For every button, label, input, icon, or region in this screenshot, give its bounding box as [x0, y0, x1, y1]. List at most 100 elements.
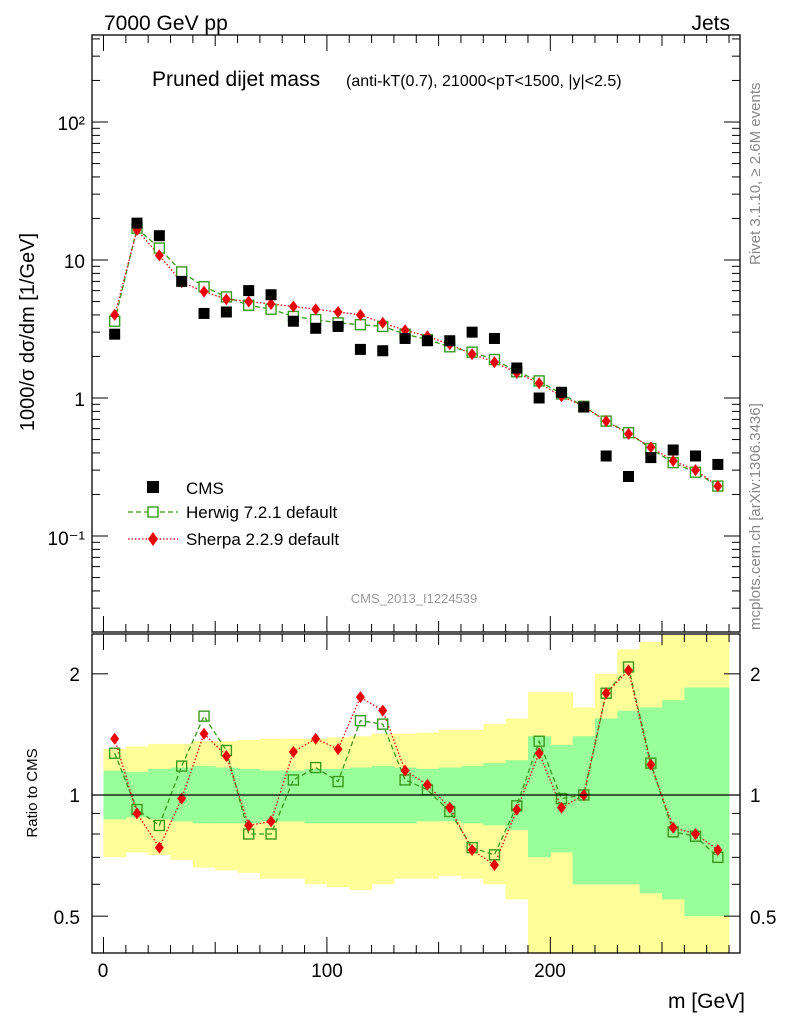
analysis-id: CMS_2013_I1224539 — [351, 591, 478, 606]
herwig-ratio-point — [287, 774, 300, 786]
x-tick-label-200: 200 — [534, 961, 566, 982]
sherpa-ratio-point — [713, 844, 723, 857]
legend: CMS Herwig 7.2.1 default Sherpa 2.2.9 de… — [128, 479, 339, 549]
stat-uncertainty-band — [617, 710, 641, 885]
sherpa-point — [623, 427, 633, 440]
y-tick-label-0.1: 10⁻¹ — [48, 529, 86, 550]
sherpa-ratio-point — [110, 732, 120, 745]
herwig-ratio-point — [108, 747, 121, 759]
x-axis-label: m [GeV] — [668, 990, 745, 1013]
stat-uncertainty-band — [259, 770, 283, 822]
ratio-y-ticklabels: 0.5 1 2 0.5 1 2 — [54, 665, 777, 929]
sherpa-point — [646, 441, 656, 454]
sherpa-point — [534, 377, 544, 390]
cms-point — [578, 401, 590, 413]
stat-uncertainty-band — [237, 769, 261, 824]
herwig-ratio-point — [533, 735, 545, 747]
sherpa-point — [467, 348, 477, 361]
main-ticks — [92, 35, 740, 632]
sherpa-ratio-point — [489, 859, 499, 872]
sherpa-ratio-point — [132, 807, 142, 820]
herwig-ratio-point — [153, 819, 166, 832]
sherpa-point — [601, 415, 611, 428]
sherpa-line — [114, 228, 719, 487]
cms-point — [421, 335, 433, 347]
header-right: Jets — [691, 12, 730, 35]
sherpa-point — [288, 300, 298, 313]
cms-point — [287, 315, 299, 327]
sherpa-ratio-point — [311, 732, 321, 745]
stat-uncertainty-band — [483, 763, 507, 826]
sherpa-ratio-point — [646, 758, 656, 771]
ratio-tick-label-right-0.5: 0.5 — [750, 908, 776, 929]
ratio-tick-label-right-1: 1 — [750, 786, 761, 807]
cms-point — [533, 392, 545, 404]
cms-point — [667, 444, 679, 456]
stat-uncertainty-band — [282, 770, 306, 822]
sherpa-ratio-point — [512, 803, 522, 816]
cms-point — [622, 470, 634, 482]
sherpa-point — [244, 295, 254, 308]
cms-point — [466, 326, 478, 338]
sherpa-ratio-point — [668, 821, 678, 834]
sherpa-ratio-point — [154, 841, 164, 854]
x-tick-label-100: 100 — [311, 961, 343, 982]
cms-point — [265, 289, 277, 301]
main-series-layer — [108, 217, 724, 493]
stat-uncertainty-band — [148, 769, 172, 820]
stat-uncertainty-band — [550, 745, 574, 853]
herwig-ratio-point — [175, 760, 188, 772]
herwig-line — [114, 226, 719, 487]
main-subtitle: (anti-kT(0.7), 21000<pT<1500, |y|<2.5) — [346, 73, 622, 90]
cms-point — [354, 343, 366, 355]
mcplots-label: mcplots.cern.ch [arXiv:1306.3436] — [747, 403, 764, 630]
legend-herwig-label: Herwig 7.2.1 default — [186, 503, 337, 522]
cms-point — [712, 458, 724, 470]
sherpa-point — [221, 293, 231, 306]
legend-sherpa-marker — [148, 532, 158, 546]
ratio-y-label: Ratio to CMS — [24, 748, 41, 837]
cms-point — [555, 386, 567, 398]
subtitle-text: (anti-kT(0.7), 21000<pT<1500, |y|<2.5) — [346, 73, 622, 90]
legend-herwig-marker — [147, 506, 159, 518]
sherpa-ratio-point — [221, 749, 231, 762]
cms-point — [176, 275, 188, 287]
sherpa-point — [691, 464, 701, 477]
cms-point — [220, 306, 232, 318]
stat-uncertainty-band — [639, 707, 663, 894]
sherpa-ratio-point — [534, 747, 544, 760]
sherpa-ratio-point — [601, 687, 611, 700]
sherpa-point — [378, 316, 388, 329]
sherpa-point — [489, 356, 499, 369]
header-left: 7000 GeV pp — [104, 12, 228, 35]
sherpa-ratio-point — [244, 819, 254, 832]
sherpa-point — [199, 285, 209, 298]
cms-point — [399, 332, 411, 344]
x-ticklabels: 0 100 200 — [98, 961, 566, 982]
sherpa-ratio-point — [378, 704, 388, 717]
sherpa-point — [266, 297, 276, 310]
stat-uncertainty-band — [684, 687, 708, 917]
stat-uncertainty-band — [662, 700, 685, 900]
herwig-ratio-point — [265, 828, 277, 840]
legend-cms-marker — [147, 481, 159, 493]
main-panel: Pruned dijet mass (anti-kT(0.7), 21000<p… — [17, 34, 741, 633]
y-axis-label: 1000/σ dσ/dm [1/GeV] — [17, 233, 39, 431]
cms-point — [600, 450, 612, 462]
herwig-ratio-point — [354, 714, 367, 727]
y-main-ticklabels: 10⁻¹ 1 10 10² — [48, 114, 86, 550]
ratio-panel: Ratio to CMS 0.5 1 2 0.5 1 2 0 100 200 m… — [24, 633, 777, 1013]
legend-cms-label: CMS — [186, 479, 224, 498]
cms-point — [131, 217, 143, 229]
y-tick-label-10: 10 — [64, 252, 85, 273]
legend-sherpa-label: Sherpa 2.2.9 default — [186, 530, 339, 549]
ratio-series-layer — [108, 661, 724, 872]
sherpa-point — [110, 308, 120, 321]
cms-point — [511, 362, 523, 374]
cms-point — [198, 307, 210, 319]
x-tick-label-0: 0 — [98, 961, 109, 982]
cms-point — [444, 335, 456, 347]
sherpa-ratio-point — [288, 745, 298, 758]
stat-uncertainty-band — [706, 687, 730, 917]
